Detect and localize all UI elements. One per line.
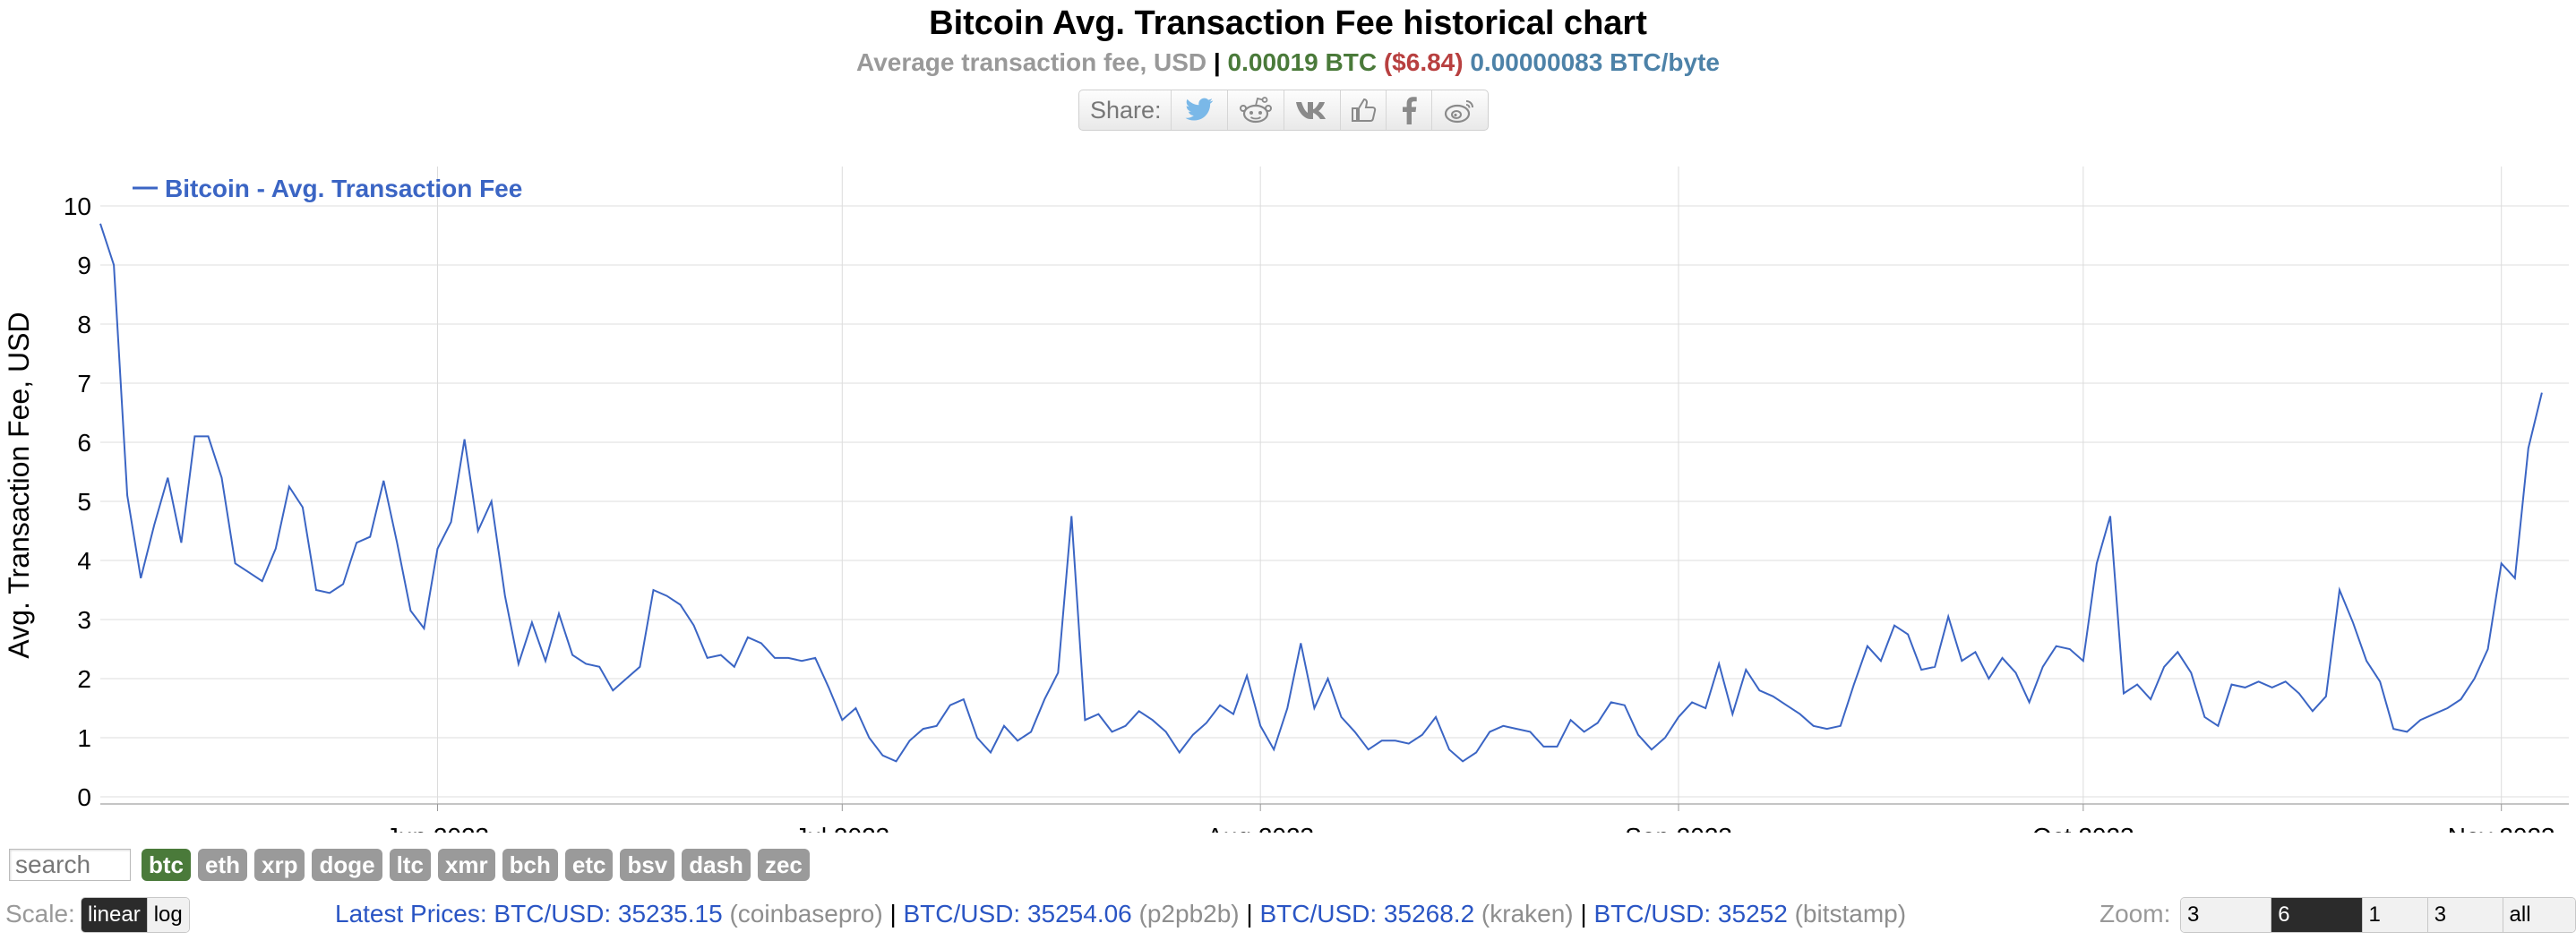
coin-button-doge[interactable]: doge (312, 849, 382, 881)
price-source-coinbasepro: (coinbasepro) (729, 900, 883, 928)
facebook-icon (1402, 97, 1417, 124)
price-pair-kraken[interactable]: BTC/USD: 35268.2 (1259, 900, 1475, 928)
reddit-icon (1239, 97, 1272, 124)
series-line-btc-fee (99, 223, 2543, 763)
zoom-option-1-year[interactable]: 1 year (2362, 898, 2428, 932)
y-tick-label: 6 (77, 429, 91, 457)
price-separator: | (1580, 900, 1587, 928)
fee-usd-value: ($6.84) (1383, 48, 1464, 76)
y-tick-label: 3 (77, 606, 91, 634)
price-pair-bitstamp[interactable]: BTC/USD: 35252 (1593, 900, 1788, 928)
x-tick-label: Nov 2023 (2448, 823, 2555, 833)
fee-line-chart[interactable]: 0 1 2 3 4 5 6 7 8 9 10 Jun 2023 Jul 2023 Aug 2023 Sep… (0, 152, 2576, 833)
like-share-button[interactable] (1341, 90, 1387, 130)
page-title: Bitcoin Avg. Transaction Fee historical … (929, 4, 1647, 42)
fee-summary-label: Average transaction fee, USD (856, 48, 1207, 76)
fee-btc-value: 0.00019 BTC (1227, 48, 1378, 76)
x-tick-label: Oct 2023 (2032, 823, 2134, 833)
coin-selector: btc eth xrp doge ltc xmr bch etc bsv dash zec (142, 849, 810, 881)
chart-legend[interactable]: Bitcoin - Avg. Transaction Fee (133, 175, 522, 202)
legend-label: Bitcoin - Avg. Transaction Fee (165, 175, 522, 202)
latest-prices: Latest Prices: BTC/USD: 35235.15 (coinba… (335, 897, 1906, 931)
share-bar: Share: (1078, 90, 1489, 131)
share-label: Share: (1079, 90, 1172, 130)
x-tick-label: Jul 2023 (794, 823, 889, 833)
coin-button-xrp[interactable]: xrp (254, 849, 305, 881)
zoom-label: Zoom: (2099, 900, 2171, 928)
chart-grid (100, 167, 2569, 804)
vk-icon (1295, 102, 1326, 119)
facebook-share-button[interactable] (1387, 90, 1432, 130)
y-tick-label: 1 (77, 724, 91, 752)
y-axis-ticks: 0 1 2 3 4 5 6 7 8 9 10 (64, 192, 91, 811)
coin-button-ltc[interactable]: ltc (389, 849, 431, 881)
y-axis-label: Avg. Transaction Fee, USD (3, 312, 35, 658)
zoom-option-3-months[interactable]: 3 months (2181, 898, 2272, 932)
y-tick-label: 0 (77, 783, 91, 811)
y-tick-label: 9 (77, 252, 91, 279)
x-axis-ticks: Jun 2023 Jul 2023 Aug 2023 Sep 2023 Oct 2023… (386, 804, 2555, 833)
y-tick-label: 7 (77, 370, 91, 398)
coin-button-btc[interactable]: btc (142, 849, 191, 881)
price-source-p2pb2b: (p2pb2b) (1138, 900, 1240, 928)
price-pair-p2pb2b[interactable]: BTC/USD: 35254.06 (903, 900, 1132, 928)
weibo-icon (1444, 100, 1473, 124)
scale-option-linear[interactable]: linear (82, 898, 148, 932)
zoom-option-3-years[interactable]: 3 years (2427, 898, 2503, 932)
x-tick-label: Sep 2023 (1625, 823, 1732, 833)
zoom-option-6-months[interactable]: 6 months (2271, 898, 2363, 932)
y-tick-label: 4 (77, 547, 91, 575)
scale-label: Scale: (5, 900, 75, 928)
scale-option-log[interactable]: log (147, 898, 189, 932)
like-icon (1351, 98, 1376, 122)
fee-summary: Average transaction fee, USD | 0.00019 B… (0, 47, 2576, 79)
y-tick-label: 10 (64, 192, 91, 220)
price-source-kraken: (kraken) (1481, 900, 1574, 928)
weibo-share-button[interactable] (1432, 90, 1488, 130)
fee-per-byte-value: 0.00000083 BTC/byte (1470, 48, 1720, 76)
price-source-bitstamp: (bitstamp) (1794, 900, 1907, 928)
y-tick-label: 5 (77, 488, 91, 516)
y-tick-label: 8 (77, 311, 91, 338)
zoom-toggle: 3 months6 months1 year3 yearsall time (2180, 897, 2576, 933)
y-tick-label: 2 (77, 665, 91, 693)
scale-toggle: linear log (81, 897, 190, 933)
latest-prices-label: Latest Prices: (335, 900, 487, 928)
vk-share-button[interactable] (1284, 90, 1341, 130)
coin-button-xmr[interactable]: xmr (437, 849, 495, 881)
zoom-option-all-time[interactable]: all time (2503, 898, 2575, 932)
price-separator: | (1246, 900, 1253, 928)
price-pair-coinbasepro[interactable]: BTC/USD: 35235.15 (494, 900, 723, 928)
x-tick-label: Jun 2023 (386, 823, 489, 833)
search-input[interactable]: search (9, 849, 131, 881)
twitter-icon (1185, 98, 1213, 121)
coin-button-etc[interactable]: etc (564, 849, 614, 881)
reddit-share-button[interactable] (1228, 90, 1284, 130)
x-tick-label: Aug 2023 (1206, 823, 1314, 833)
coin-button-eth[interactable]: eth (198, 849, 247, 881)
coin-button-zec[interactable]: zec (757, 849, 810, 881)
coin-button-dash[interactable]: dash (682, 849, 751, 881)
coin-button-bsv[interactable]: bsv (620, 849, 675, 881)
price-separator: | (889, 900, 897, 928)
fee-summary-separator: | (1213, 48, 1221, 76)
coin-button-bch[interactable]: bch (502, 849, 558, 881)
twitter-share-button[interactable] (1172, 90, 1228, 130)
